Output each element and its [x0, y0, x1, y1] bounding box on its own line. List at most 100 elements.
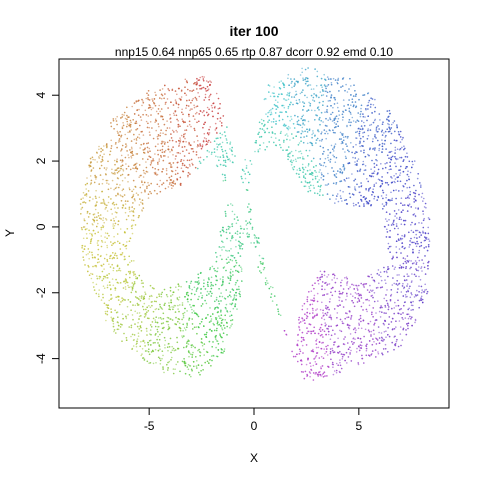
scatter-point: [320, 342, 323, 344]
scatter-point: [341, 358, 344, 360]
scatter-point: [234, 283, 237, 286]
scatter-point: [407, 195, 410, 197]
scatter-point: [340, 180, 343, 182]
scatter-point: [390, 293, 393, 296]
scatter-point: [127, 215, 130, 217]
scatter-point: [122, 122, 124, 124]
scatter-point: [214, 122, 217, 125]
scatter-point: [221, 295, 224, 298]
scatter-point: [154, 319, 156, 321]
scatter-point: [410, 241, 413, 244]
scatter-point: [230, 295, 232, 298]
scatter-point: [148, 353, 151, 356]
scatter-point: [122, 124, 125, 127]
scatter-point: [291, 167, 294, 169]
scatter-point: [132, 188, 135, 191]
scatter-point: [206, 106, 209, 109]
scatter-point: [391, 222, 394, 225]
scatter-point: [145, 97, 147, 100]
scatter-point: [333, 274, 336, 277]
scatter-point: [381, 337, 384, 340]
scatter-point: [96, 161, 99, 163]
scatter-point: [188, 163, 191, 166]
scatter-point: [289, 127, 291, 129]
scatter-point: [133, 260, 135, 262]
scatter-point: [217, 267, 219, 269]
scatter-point: [177, 299, 180, 301]
scatter-point: [134, 310, 136, 313]
scatter-point: [101, 241, 104, 243]
scatter-point: [315, 84, 318, 87]
scatter-point: [411, 316, 413, 319]
scatter-point: [420, 222, 423, 224]
scatter-point: [348, 186, 351, 188]
scatter-point: [421, 298, 424, 301]
scatter-point: [384, 306, 387, 308]
scatter-point: [103, 221, 105, 224]
scatter-point: [149, 329, 152, 331]
scatter-point: [100, 235, 102, 237]
scatter-point: [326, 354, 329, 356]
scatter-point: [394, 215, 396, 217]
scatter-point: [90, 272, 92, 275]
scatter-point: [403, 145, 405, 147]
scatter-point: [301, 71, 304, 74]
scatter-point: [203, 76, 205, 78]
scatter-point: [326, 293, 328, 295]
scatter-point: [140, 354, 142, 357]
scatter-point: [228, 282, 231, 285]
scatter-point: [408, 203, 411, 205]
scatter-point: [321, 273, 323, 276]
scatter-point: [402, 312, 404, 314]
scatter-point: [343, 167, 346, 169]
scatter-point: [315, 346, 318, 349]
scatter-point: [363, 286, 366, 289]
scatter-point: [158, 185, 161, 188]
scatter-point: [291, 80, 293, 83]
scatter-point: [181, 360, 184, 363]
scatter-point: [299, 157, 301, 159]
scatter-point: [196, 77, 198, 80]
scatter-point: [335, 371, 338, 374]
scatter-point: [191, 288, 193, 291]
scatter-point: [229, 310, 232, 313]
scatter-point: [329, 348, 332, 350]
scatter-point: [422, 200, 424, 202]
scatter-point: [209, 80, 211, 82]
scatter-point: [144, 109, 147, 112]
scatter-point: [231, 259, 234, 262]
scatter-point: [208, 96, 210, 98]
scatter-point: [414, 319, 417, 322]
scatter-point: [400, 218, 403, 221]
scatter-point: [162, 354, 164, 357]
scatter-point: [273, 86, 275, 88]
scatter-point: [305, 363, 308, 366]
scatter-point: [110, 187, 112, 190]
scatter-point: [140, 201, 142, 204]
scatter-point: [321, 131, 323, 133]
scatter-point: [312, 309, 314, 312]
scatter-point: [183, 311, 186, 314]
scatter-point: [403, 286, 406, 289]
scatter-point: [164, 155, 166, 157]
scatter-point: [120, 195, 122, 197]
scatter-point: [410, 281, 413, 284]
scatter-point: [401, 237, 404, 240]
scatter-point: [380, 195, 383, 197]
scatter-point: [219, 278, 222, 280]
scatter-point: [282, 124, 285, 127]
scatter-point: [323, 348, 326, 350]
scatter-point: [373, 322, 376, 325]
scatter-point: [142, 134, 145, 136]
scatter-point: [130, 146, 133, 149]
scatter-point: [332, 106, 334, 109]
scatter-point: [312, 88, 315, 90]
scatter-point: [103, 302, 106, 305]
scatter-point: [235, 239, 237, 241]
scatter-point: [122, 170, 125, 172]
scatter-point: [344, 317, 347, 320]
scatter-point: [170, 295, 172, 297]
scatter-point: [403, 304, 405, 307]
scatter-point: [355, 131, 357, 134]
scatter-point: [177, 120, 179, 122]
